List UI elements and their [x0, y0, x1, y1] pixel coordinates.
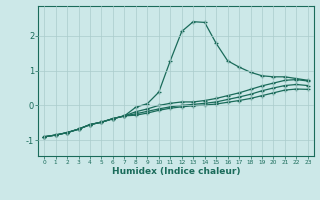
- X-axis label: Humidex (Indice chaleur): Humidex (Indice chaleur): [112, 167, 240, 176]
